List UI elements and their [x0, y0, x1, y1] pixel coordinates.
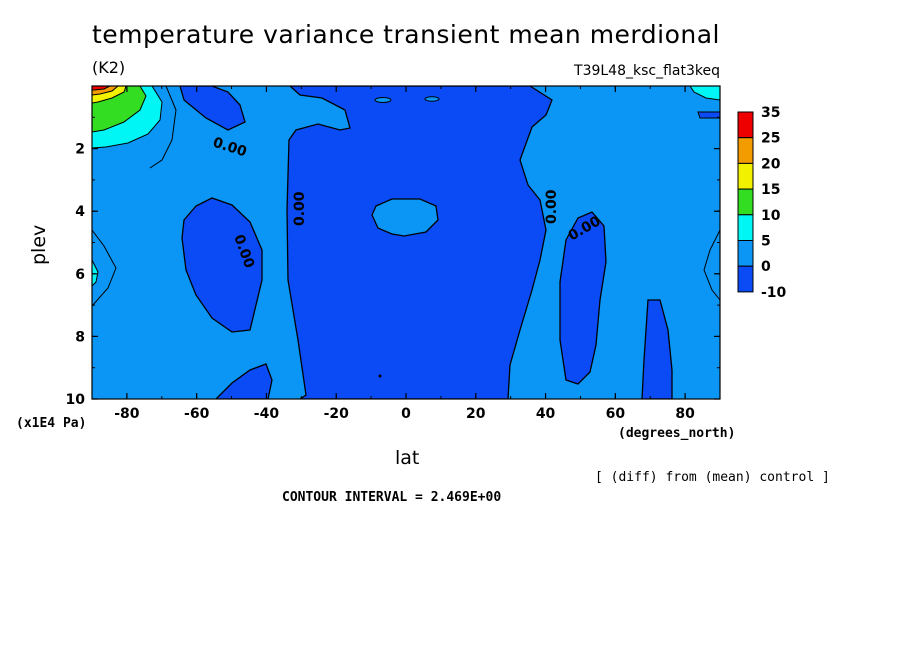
region-negative-lowerleft — [215, 363, 273, 399]
y-tick-label: 2 — [75, 142, 85, 158]
y-tick-label: 6 — [75, 267, 85, 283]
y-unit-label: (x1E4 Pa) — [16, 416, 87, 431]
region-negative-left — [181, 197, 263, 333]
contour-line-rightedge — [703, 229, 720, 301]
contour-interval: CONTOUR INTERVAL = 2.469E+00 — [282, 490, 502, 505]
colorbar-label: 0 — [761, 259, 771, 275]
region-negative-topleft — [179, 86, 246, 131]
colorbar-label: 10 — [761, 208, 781, 224]
colorbar-label: 35 — [761, 105, 780, 121]
y-axis: 2 4 6 8 10 — [66, 116, 720, 408]
region-negative-right — [559, 211, 607, 385]
contour-line-leftedge — [92, 229, 117, 307]
diff-note: [ (diff) from (mean) control ] — [595, 470, 830, 485]
speck-2 — [424, 96, 440, 102]
contour-line-topleft-outer — [149, 86, 177, 169]
x-tick-label: 60 — [606, 406, 626, 422]
speck-3 — [378, 374, 382, 378]
x-axis-label: lat — [395, 447, 420, 469]
x-tick-label: -80 — [114, 406, 140, 422]
colorbar-swatch — [737, 188, 754, 216]
x-tick-label: 40 — [536, 406, 556, 422]
colorbar-swatch — [737, 111, 754, 139]
colorbar-label: 25 — [761, 131, 780, 147]
plot-area — [92, 86, 720, 399]
run-label: T39L48_ksc_flat3keq — [574, 63, 720, 79]
speck-1 — [374, 97, 392, 103]
chart-units: (K2) — [92, 58, 126, 77]
chart-title: temperature variance transient mean merd… — [92, 20, 720, 49]
x-tick-label: -60 — [184, 406, 210, 422]
colorbar-swatch — [737, 240, 754, 267]
colorbar-label: 15 — [761, 182, 780, 198]
x-tick-label: 80 — [675, 406, 695, 422]
x-axis: -80 -60 -40 -20 0 20 40 60 80 — [91, 86, 721, 422]
colorbar-label: -10 — [761, 285, 787, 301]
x-tick-label: 20 — [466, 406, 486, 422]
region-negative-topright — [697, 111, 720, 119]
x-unit-label: (degrees_north) — [618, 426, 736, 441]
colorbar: 35 25 20 15 10 5 0 -10 — [737, 105, 787, 301]
x-tick-label: -40 — [254, 406, 280, 422]
y-axis-label: plev — [28, 224, 50, 265]
region-island-center — [371, 198, 439, 237]
colorbar-swatch — [737, 162, 754, 190]
colorbar-label: 5 — [761, 234, 771, 250]
region-35-topleft — [92, 86, 111, 91]
region-negative-farright — [641, 299, 673, 399]
colorbar-swatch — [737, 137, 754, 164]
x-tick-label: -20 — [324, 406, 350, 422]
region-negative-center — [286, 86, 553, 399]
y-tick-label: 8 — [75, 329, 85, 345]
contour-label-2: 0.00 — [292, 191, 308, 226]
y-tick-label: 4 — [75, 204, 85, 220]
colorbar-swatch — [737, 214, 754, 242]
x-tick-label: 0 — [401, 406, 411, 422]
colorbar-label: 20 — [761, 156, 781, 172]
colorbar-swatch — [737, 265, 754, 293]
contour-label-4: 0.00 — [544, 189, 560, 224]
region-5-topright — [689, 86, 720, 101]
region-5-leftedge — [92, 259, 99, 287]
y-tick-label: 10 — [66, 392, 86, 408]
